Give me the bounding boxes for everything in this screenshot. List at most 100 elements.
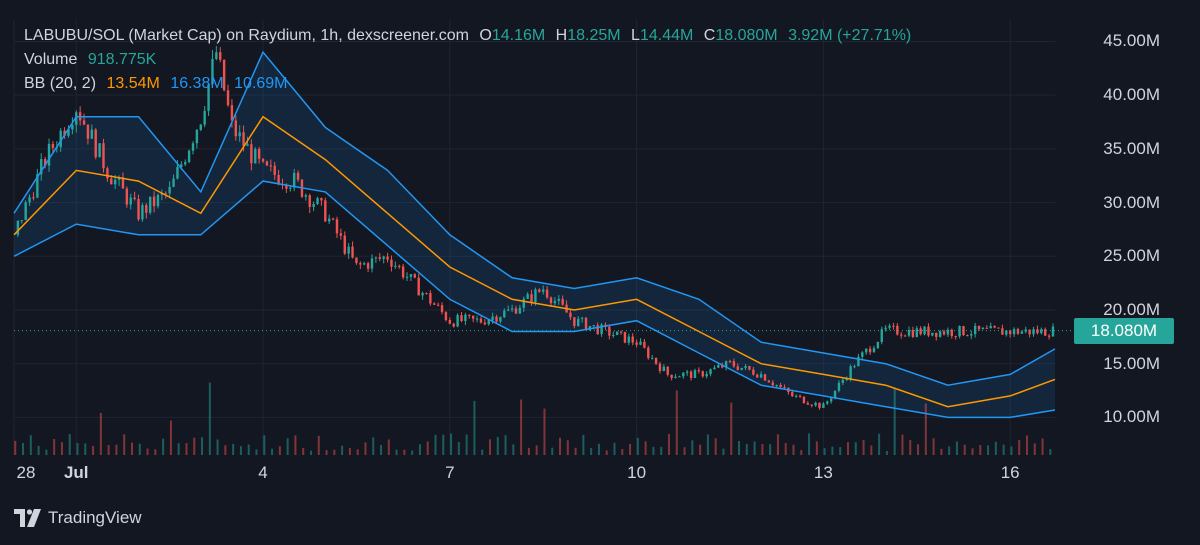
volume-bar — [309, 450, 312, 455]
candle-body — [557, 298, 560, 301]
candle-body — [491, 316, 494, 320]
candle-body — [180, 164, 183, 167]
volume-bar — [691, 440, 694, 455]
volume-bar — [745, 443, 748, 455]
candle-body — [721, 365, 724, 368]
candle-body — [421, 292, 424, 296]
volume-bar — [372, 437, 375, 455]
candle-body — [398, 265, 401, 267]
volume-bar — [1033, 443, 1036, 455]
volume-bar — [714, 438, 717, 455]
volume-bar — [403, 449, 406, 455]
volume-bar — [839, 447, 842, 455]
candle-body — [892, 325, 895, 327]
volume-bar — [535, 445, 538, 455]
volume-bar — [278, 446, 281, 455]
volume-bar — [232, 443, 235, 455]
candle-body — [709, 369, 712, 374]
candle-body — [168, 186, 171, 194]
candle-body — [219, 52, 222, 60]
volume-bar — [901, 434, 904, 455]
candle-body — [339, 233, 343, 236]
candle-body — [222, 59, 226, 91]
candle-body — [674, 376, 677, 379]
candle-body — [129, 197, 132, 205]
candle-body — [24, 202, 27, 221]
candle-body — [510, 308, 514, 310]
candle-body — [366, 263, 370, 269]
candle-body — [90, 129, 94, 139]
volume-bar — [45, 449, 48, 455]
volume-bar — [527, 447, 530, 455]
volume-bar — [559, 437, 562, 455]
candle-body — [40, 159, 43, 175]
candle-body — [1047, 335, 1051, 337]
volume-bar — [356, 449, 359, 455]
volume-bar — [520, 399, 523, 455]
candle-body — [394, 265, 397, 267]
candle-body — [98, 143, 101, 158]
candle-body — [32, 197, 35, 199]
volume-bar — [99, 412, 102, 455]
candle-body — [20, 220, 23, 222]
candle-body — [121, 177, 125, 189]
candle-body — [542, 289, 545, 292]
legend-volume-value: 918.775K — [87, 51, 157, 68]
candle-body — [156, 194, 160, 207]
candle-body — [689, 371, 693, 379]
current-price-badge: 18.080M — [1074, 318, 1174, 344]
candle-body — [880, 329, 883, 343]
tradingview-brand[interactable]: TradingView — [14, 508, 142, 528]
candle-body — [1040, 329, 1043, 334]
candle-body — [495, 316, 498, 322]
candle-body — [503, 310, 506, 318]
volume-bar — [107, 445, 110, 455]
volume-bar — [169, 420, 172, 455]
volume-bar — [613, 442, 616, 455]
candle-body — [203, 110, 206, 125]
candle-body — [985, 327, 989, 329]
candle-body — [1012, 329, 1016, 335]
volume-bar — [418, 444, 421, 455]
volume-bar — [621, 449, 624, 455]
volume-bar — [940, 448, 943, 455]
volume-bar — [574, 447, 577, 455]
candle-body — [312, 204, 315, 207]
candle-body — [861, 352, 864, 357]
volume-bar — [932, 438, 935, 455]
volume-bar — [1049, 449, 1052, 455]
volume-bar — [411, 450, 414, 455]
candle-body — [254, 149, 257, 164]
candle-body — [1032, 329, 1035, 335]
candle-body — [950, 329, 954, 336]
volume-bar — [185, 443, 188, 455]
candle-body — [86, 124, 90, 139]
volume-bar — [551, 447, 554, 455]
candle-body — [230, 105, 234, 121]
candle-body — [662, 366, 666, 372]
volume-bar — [683, 447, 686, 455]
volume-bar — [426, 441, 429, 455]
candle-body — [818, 402, 821, 408]
candle-body — [436, 304, 440, 306]
volume-bar — [317, 435, 320, 455]
candle-body — [958, 326, 961, 337]
candle-body — [47, 143, 51, 166]
candle-body — [678, 376, 681, 378]
volume-bar — [885, 450, 888, 455]
volume-bar — [675, 390, 678, 455]
candle-body — [997, 327, 1000, 329]
brand-name: TradingView — [48, 508, 142, 527]
volume-bar — [808, 433, 811, 455]
candle-body — [1016, 329, 1020, 334]
candle-body — [864, 348, 868, 353]
candle-body — [1051, 326, 1055, 337]
candle-body — [483, 322, 487, 325]
candle-body — [141, 205, 144, 220]
candle-body — [946, 329, 950, 335]
candle-body — [199, 124, 202, 130]
volume-bar — [971, 448, 974, 455]
candle-body — [94, 129, 97, 158]
volume-bar — [660, 446, 663, 455]
